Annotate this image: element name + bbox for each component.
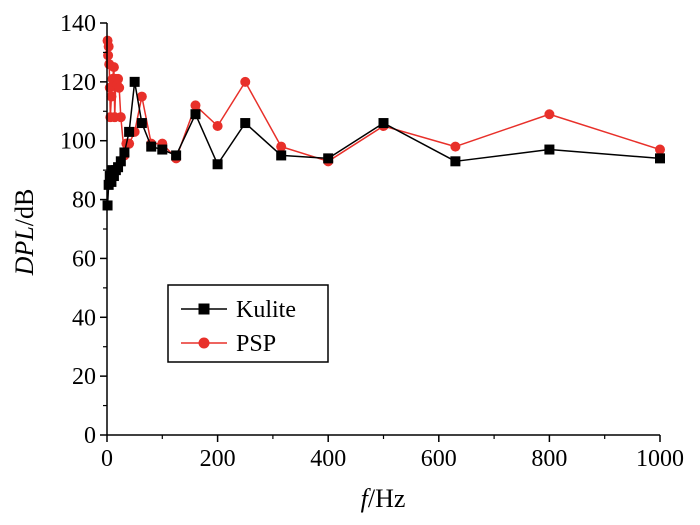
legend: Kulite PSP bbox=[167, 284, 329, 363]
y-tick-label: 0 bbox=[84, 423, 96, 449]
x-tick-label: 400 bbox=[310, 446, 346, 472]
data-point-kulite bbox=[157, 144, 168, 155]
data-point-kulite bbox=[450, 156, 461, 167]
data-point-kulite bbox=[136, 118, 147, 129]
y-axis-title-italic: DPL bbox=[10, 226, 39, 276]
y-tick-label: 120 bbox=[60, 70, 96, 96]
data-point-kulite bbox=[171, 150, 182, 161]
x-tick-label: 600 bbox=[421, 446, 457, 472]
legend-box bbox=[167, 284, 329, 363]
data-point-kulite bbox=[378, 118, 389, 129]
y-axis-title-unit: /dB bbox=[10, 189, 39, 227]
legend-kulite-marker bbox=[198, 303, 210, 315]
data-point-kulite bbox=[655, 153, 665, 164]
data-point-kulite bbox=[113, 162, 124, 173]
x-axis-title-unit: /Hz bbox=[368, 484, 406, 513]
data-point-kulite bbox=[240, 118, 251, 129]
data-point-psp bbox=[212, 121, 223, 131]
ticks-layer: 0 200 400 600 800 1000 0 20 40 60 80 100 120 140 bbox=[60, 11, 684, 472]
legend-psp-label: PSP bbox=[236, 331, 276, 357]
data-point-psp bbox=[190, 100, 201, 111]
x-tick-label: 1000 bbox=[636, 446, 684, 472]
x-tick-label: 200 bbox=[200, 446, 236, 472]
data-point-kulite bbox=[124, 126, 135, 137]
y-tick-label: 40 bbox=[72, 305, 96, 331]
series-line-kulite bbox=[106, 81, 661, 206]
data-point-kulite bbox=[276, 150, 287, 161]
data-point-kulite bbox=[129, 76, 140, 87]
series-kulite bbox=[102, 76, 665, 211]
x-axis-title-italic: f bbox=[361, 484, 372, 513]
data-point-kulite bbox=[146, 141, 157, 152]
legend-psp-marker bbox=[198, 337, 210, 349]
data-point-kulite bbox=[323, 153, 334, 164]
y-tick-label: 60 bbox=[72, 246, 96, 272]
axes-layer bbox=[106, 23, 660, 436]
data-point-kulite bbox=[212, 159, 223, 170]
y-tick-label: 100 bbox=[60, 129, 96, 155]
data-point-psp bbox=[655, 144, 665, 155]
y-tick-label: 140 bbox=[60, 11, 96, 37]
y-axis-title: DPL/dB bbox=[10, 189, 39, 277]
data-point-psp bbox=[113, 73, 124, 84]
series-line-psp bbox=[106, 40, 661, 163]
x-tick-label: 0 bbox=[101, 446, 113, 472]
series-psp bbox=[102, 35, 665, 167]
data-point-kulite bbox=[115, 156, 126, 167]
data-point-psp bbox=[544, 109, 555, 120]
data-point-psp bbox=[450, 141, 461, 152]
data-point-psp bbox=[103, 41, 114, 52]
y-tick-label: 80 bbox=[72, 188, 96, 214]
y-tick-label: 20 bbox=[72, 364, 96, 390]
data-point-kulite bbox=[119, 147, 130, 158]
data-point-psp bbox=[240, 76, 251, 87]
data-point-kulite bbox=[190, 109, 201, 120]
x-tick-label: 800 bbox=[531, 446, 567, 472]
data-point-psp bbox=[108, 62, 119, 73]
legend-kulite-label: Kulite bbox=[236, 297, 296, 323]
data-point-psp bbox=[136, 91, 147, 102]
data-point-psp bbox=[106, 91, 117, 102]
data-point-psp bbox=[115, 112, 126, 123]
data-point-kulite bbox=[544, 144, 555, 155]
data-point-psp bbox=[114, 82, 125, 93]
x-axis-title: f/Hz bbox=[361, 484, 406, 513]
data-point-psp bbox=[276, 141, 287, 152]
series-layer bbox=[102, 35, 665, 211]
data-point-kulite bbox=[106, 176, 117, 187]
data-point-kulite bbox=[108, 171, 119, 182]
